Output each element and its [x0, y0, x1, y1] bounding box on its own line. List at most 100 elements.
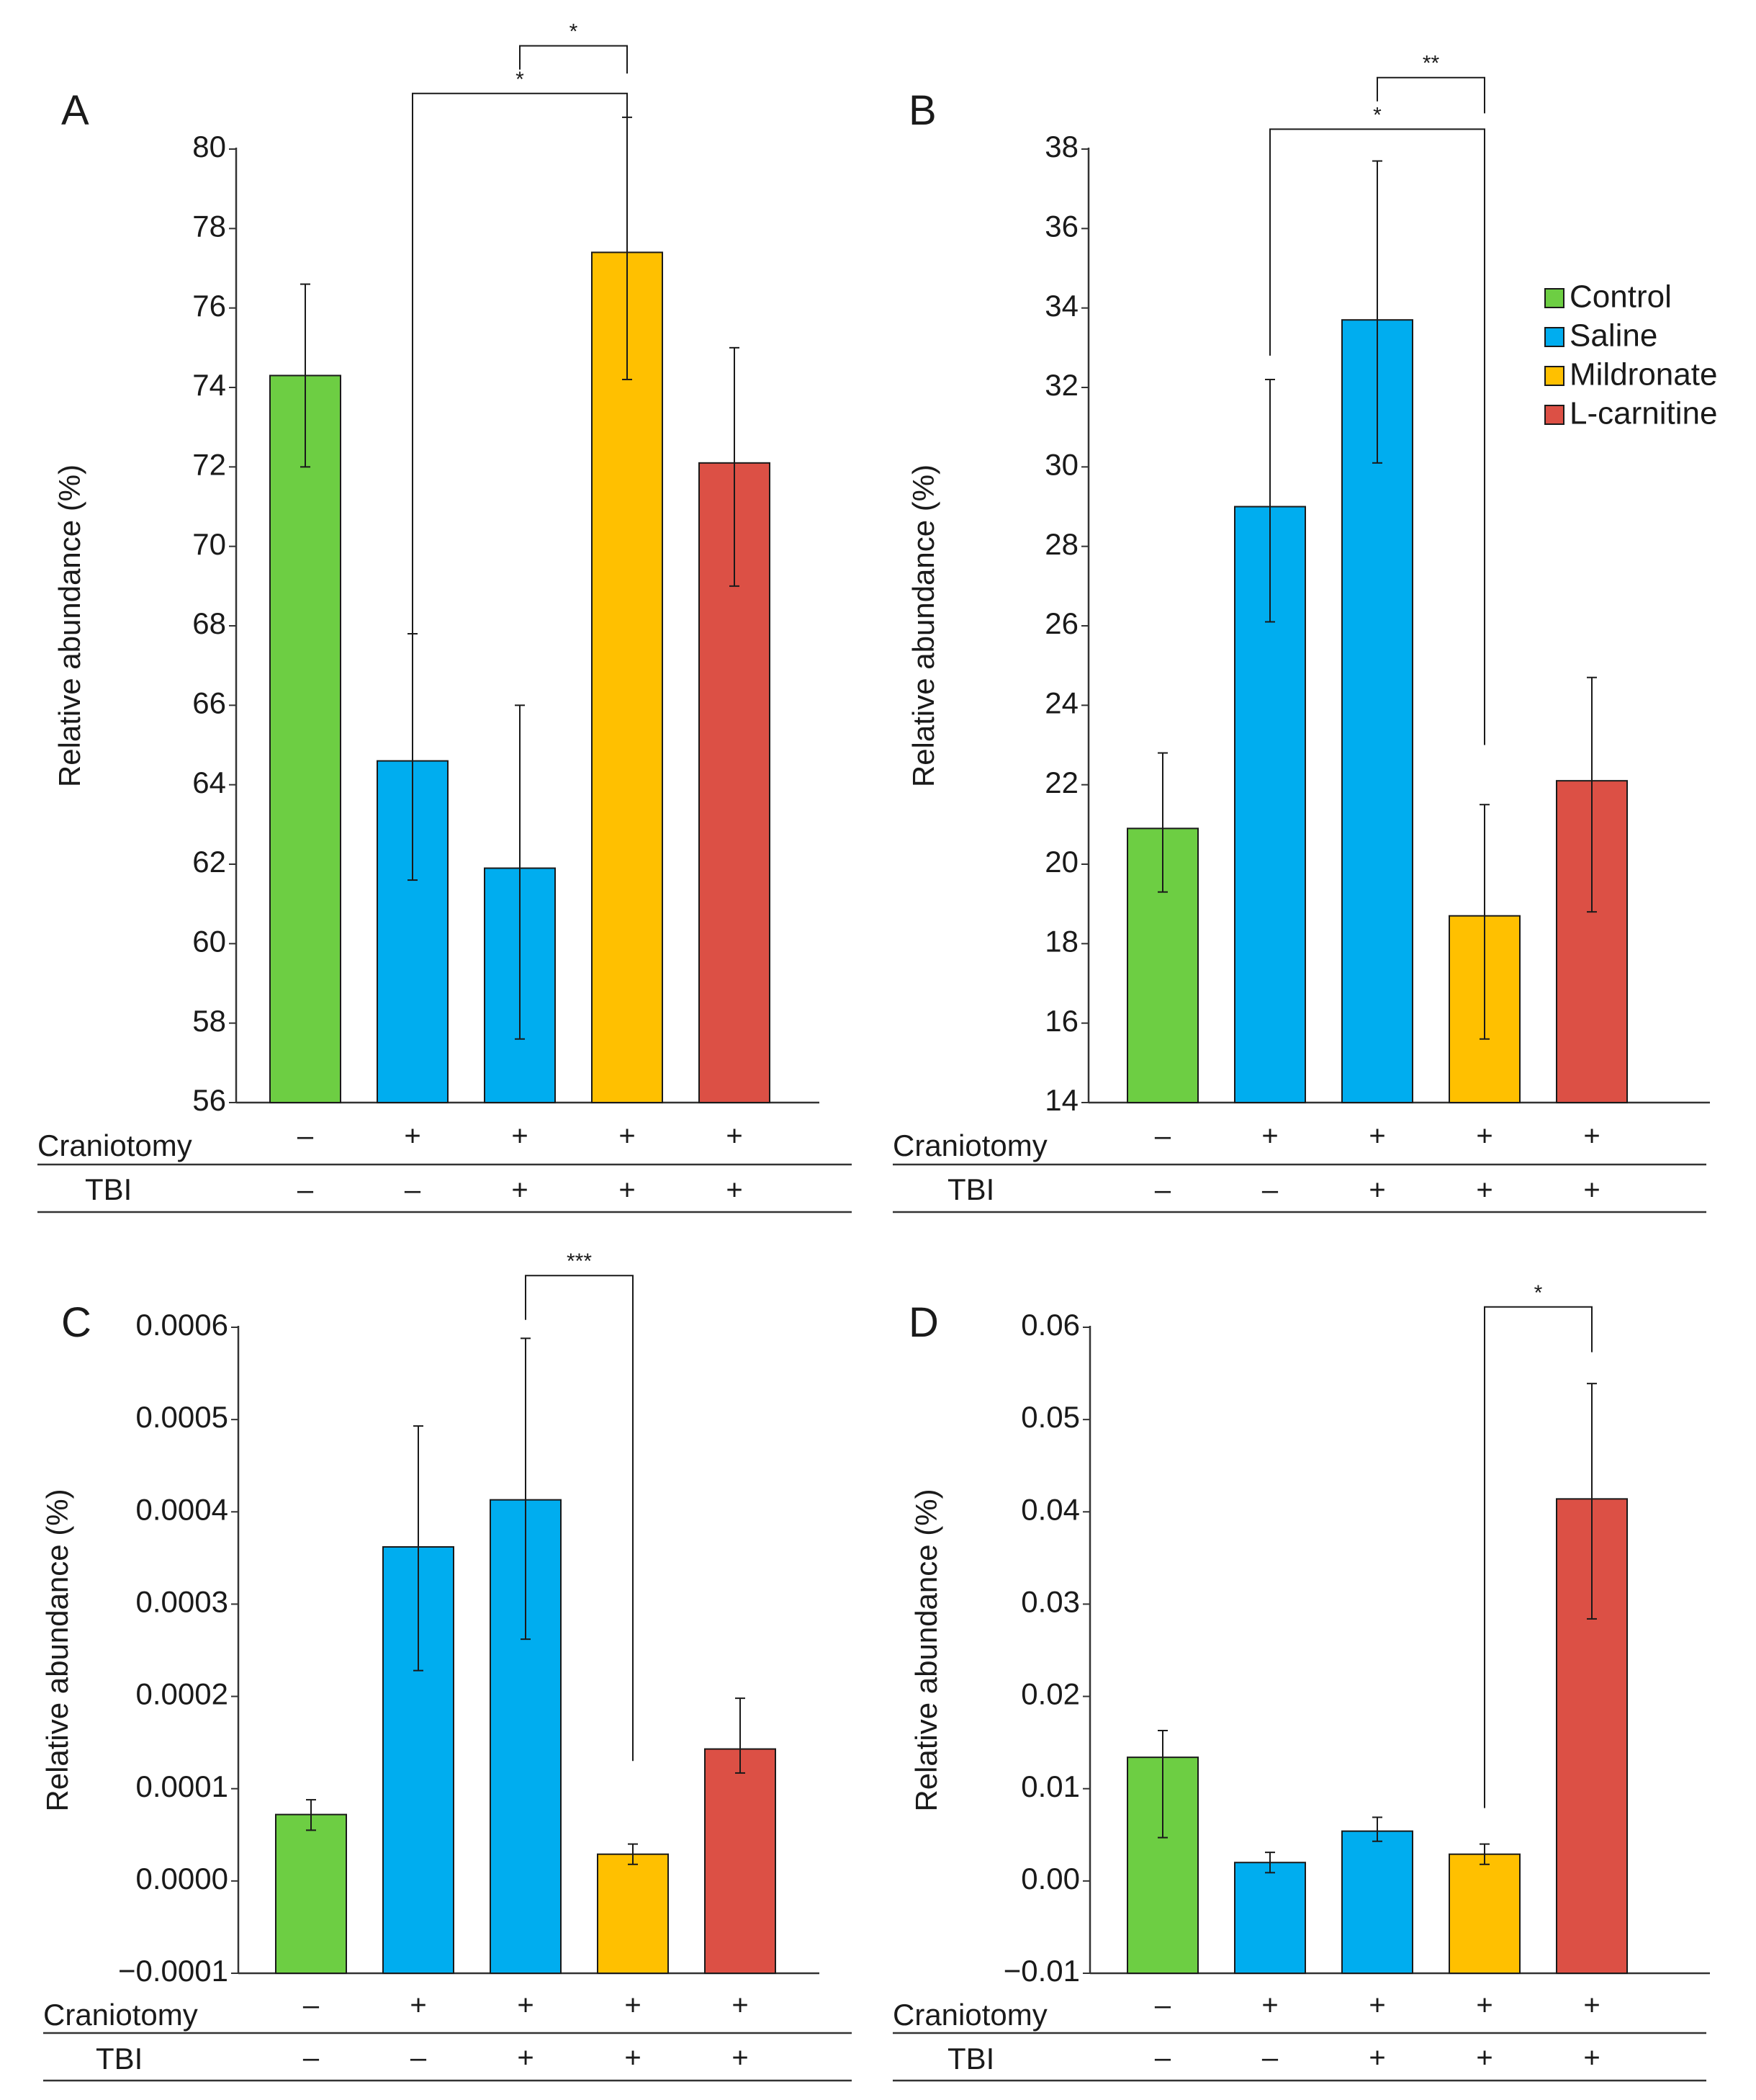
craniotomy-sign: + [1369, 1121, 1385, 1152]
y-tick-label: 0.06 [1021, 1308, 1080, 1342]
craniotomy-sign: + [1583, 1990, 1600, 2022]
y-tick-label: 16 [1045, 1004, 1079, 1038]
y-tick-label: 24 [1045, 686, 1079, 719]
panel-c: C Relative abundance (%) −0.0001 0.0000 0.00… [40, 1249, 852, 2082]
tbi-sign: – [1155, 2042, 1171, 2074]
y-tick-label: 0.0006 [136, 1308, 228, 1342]
y-tick-label: 14 [1045, 1083, 1079, 1117]
legend-label: Saline [1570, 318, 1657, 354]
panel-a: A Relative abundance (%) 56 58 60 62 64 66 68 70 7… [37, 20, 852, 1213]
y-tick-label: 0.04 [1021, 1492, 1080, 1526]
y-tick-label: 0.02 [1021, 1677, 1080, 1711]
y-tick-label: 0.0005 [136, 1400, 228, 1434]
y-tick-label: 62 [192, 845, 226, 879]
y-tick-label: 60 [192, 924, 226, 958]
y-tick-label: −0.01 [1004, 1954, 1080, 1988]
legend-swatch-mildronate [1544, 366, 1564, 386]
y-tick-label: 28 [1045, 527, 1079, 561]
craniotomy-sign: + [1369, 1990, 1385, 2022]
tbi-sign: + [511, 1175, 528, 1206]
tbi-sign: + [517, 2042, 533, 2074]
craniotomy-sign: + [511, 1121, 528, 1152]
craniotomy-sign: + [726, 1121, 742, 1152]
tbi-label: TBI [96, 2042, 143, 2076]
y-tick-label: 18 [1045, 924, 1079, 958]
significance-bracket [412, 92, 628, 642]
craniotomy-label: Craniotomy [37, 1128, 192, 1162]
y-tick-label: 20 [1045, 845, 1079, 879]
craniotomy-sign: + [404, 1121, 420, 1152]
panel-label: D [909, 1299, 939, 1346]
y-tick-label: 32 [1045, 368, 1079, 402]
bar-mildronate [1449, 1853, 1521, 1975]
craniotomy-sign: – [1155, 1990, 1171, 2022]
tbi-sign: + [726, 1175, 742, 1206]
tbi-sign: – [303, 2042, 320, 2074]
significance-label: * [1373, 103, 1382, 127]
panel-label: B [909, 87, 937, 134]
y-tick-label: 0.05 [1021, 1400, 1080, 1434]
bar-mildronate [597, 1853, 669, 1975]
y-tick-label: 78 [192, 209, 226, 243]
tbi-sign: – [405, 1175, 421, 1206]
craniotomy-sign: + [624, 1990, 641, 2022]
bar-control [275, 1813, 347, 1974]
tbi-label: TBI [947, 2042, 994, 2076]
significance-label: * [515, 68, 524, 91]
significance-label: *** [567, 1249, 592, 1273]
craniotomy-label: Craniotomy [893, 1998, 1048, 2032]
y-tick-label: 0.0001 [136, 1769, 228, 1803]
panel-label: A [61, 87, 89, 134]
craniotomy-sign: + [618, 1121, 635, 1152]
tbi-sign: – [1262, 2042, 1279, 2074]
craniotomy-sign: – [303, 1990, 320, 2022]
y-tick-label: 38 [1045, 130, 1079, 163]
tbi-sign: + [618, 1175, 635, 1206]
craniotomy-sign: + [1261, 1121, 1278, 1152]
tbi-sign: + [731, 2042, 748, 2074]
significance-label: * [569, 20, 578, 44]
craniotomy-sign: – [297, 1121, 314, 1152]
y-tick-label: 0.0002 [136, 1677, 228, 1711]
y-tick-label: −0.0001 [118, 1954, 228, 1988]
tbi-sign: – [297, 1175, 314, 1206]
tbi-sign: + [1369, 2042, 1385, 2074]
significance-bracket [1269, 128, 1485, 745]
legend-swatch-l-carnitine [1544, 405, 1564, 425]
y-tick-label: 66 [192, 686, 226, 719]
y-tick-label: 56 [192, 1083, 226, 1117]
craniotomy-label: Craniotomy [43, 1998, 198, 2032]
y-axis-title: Relative abundance (%) [909, 1489, 943, 1811]
y-axis-title: Relative abundance (%) [40, 1489, 74, 1811]
craniotomy-sign: + [1476, 1990, 1492, 2022]
craniotomy-sign: + [1476, 1121, 1492, 1152]
significance-bracket [519, 45, 628, 74]
craniotomy-sign: + [517, 1990, 533, 2022]
y-tick-label: 64 [192, 766, 226, 799]
bar-control [269, 374, 341, 1103]
y-tick-label: 30 [1045, 447, 1079, 481]
tbi-sign: – [410, 2042, 427, 2074]
y-tick-label: 80 [192, 130, 226, 163]
bar-l-carnitine [704, 1748, 776, 1974]
y-tick-label: 76 [192, 289, 226, 323]
y-axis-title: Relative abundance (%) [906, 465, 940, 787]
significance-label: * [1534, 1281, 1543, 1305]
y-tick-label: 70 [192, 527, 226, 561]
craniotomy-sign: – [1155, 1121, 1171, 1152]
legend-label: Control [1570, 279, 1672, 315]
significance-bracket [1484, 1306, 1593, 1808]
craniotomy-sign: + [1583, 1121, 1600, 1152]
y-tick-label: 26 [1045, 606, 1079, 640]
panel-d: D Relative abundance (%) −0.01 0.00 0.01 0.02… [893, 1281, 1710, 2082]
y-axis-title: Relative abundance (%) [53, 465, 86, 787]
y-tick-label: 0.0000 [136, 1862, 228, 1895]
craniotomy-label: Craniotomy [893, 1128, 1048, 1162]
y-tick-label: 74 [192, 368, 226, 402]
y-tick-label: 58 [192, 1004, 226, 1038]
y-tick-label: 34 [1045, 289, 1079, 323]
legend-label: Mildronate [1570, 357, 1717, 392]
legend-swatch-saline [1544, 327, 1564, 347]
